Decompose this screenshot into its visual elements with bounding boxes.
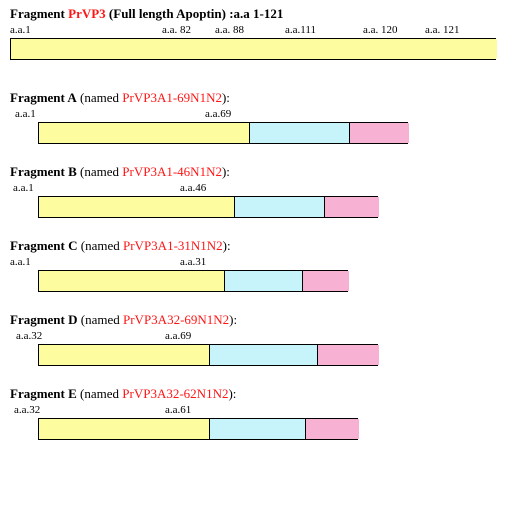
- title-full-bold: Fragment: [10, 6, 68, 21]
- tick-label: a.a.61: [165, 404, 191, 416]
- bar-segment: [39, 271, 224, 291]
- segment-divider: [305, 419, 306, 439]
- fragment-a: Fragment A (named PrVP3A1-69N1N2): a.a.1…: [10, 90, 502, 144]
- bar-segment: [39, 123, 249, 143]
- bar-segment: [349, 123, 409, 143]
- title-c-mid: (named: [78, 238, 123, 253]
- bar-segment: [317, 345, 379, 365]
- bar-b: [38, 196, 378, 218]
- title-d-bold: Fragment D: [10, 312, 78, 327]
- bar-segment: [234, 197, 324, 217]
- bar-segment: [39, 419, 209, 439]
- title-a-red: PrVP3A1-69N1N2: [122, 90, 222, 105]
- ticks-c: a.a.1 a.a.31: [10, 256, 502, 270]
- title-d: Fragment D (named PrVP3A32-69N1N2):: [10, 312, 502, 328]
- ticks-d: a.a.32 a.a.69: [10, 330, 502, 344]
- tick-label: a.a.32: [16, 330, 42, 342]
- tick-label: a.a.1: [15, 108, 36, 120]
- title-b: Fragment B (named PrVP3A1-46N1N2):: [10, 164, 502, 180]
- title-c: Fragment C (named PrVP3A1-31N1N2):: [10, 238, 502, 254]
- ticks-a: a.a.1 a.a.69: [10, 108, 502, 122]
- tick-label: a.a.31: [180, 256, 206, 268]
- segment-divider: [249, 123, 250, 143]
- bar-segment: [39, 197, 234, 217]
- segment-divider: [209, 419, 210, 439]
- segment-divider: [234, 197, 235, 217]
- segment-divider: [224, 271, 225, 291]
- title-e-tail: ):: [228, 386, 236, 401]
- title-full-red: PrVP3: [68, 6, 106, 21]
- bar-full: [10, 38, 496, 60]
- tick-label: a.a. 121: [425, 24, 460, 36]
- bar-d: [38, 344, 378, 366]
- title-e-mid: (named: [77, 386, 122, 401]
- tick-label: a.a.111: [285, 24, 316, 36]
- bar-segment: [209, 345, 317, 365]
- title-c-tail: ):: [223, 238, 231, 253]
- page: Fragment PrVP3 (Full length Apoptin) :a.…: [0, 0, 512, 523]
- title-full: Fragment PrVP3 (Full length Apoptin) :a.…: [10, 6, 502, 22]
- fragment-e: Fragment E (named PrVP3A32-62N1N2): a.a.…: [10, 386, 502, 440]
- tick-label: a.a.1: [13, 182, 34, 194]
- ticks-full: a.a.1 a.a. 82 a.a. 88 a.a.111 a.a. 120 a.a. 1…: [10, 24, 502, 38]
- fragment-b: Fragment B (named PrVP3A1-46N1N2): a.a.1…: [10, 164, 502, 218]
- bar-e: [38, 418, 358, 440]
- title-b-bold: Fragment B: [10, 164, 77, 179]
- title-d-red: PrVP3A32-69N1N2: [123, 312, 229, 327]
- title-d-mid: (named: [78, 312, 123, 327]
- title-e-bold: Fragment E: [10, 386, 77, 401]
- tick-label: a.a.1: [10, 256, 31, 268]
- title-a-tail: ):: [222, 90, 230, 105]
- tick-label: a.a.69: [205, 108, 231, 120]
- tick-label: a.a.32: [14, 404, 40, 416]
- tick-label: a.a.46: [180, 182, 206, 194]
- title-a-mid: (named: [77, 90, 122, 105]
- title-b-mid: (named: [77, 164, 122, 179]
- tick-label: a.a.1: [10, 24, 31, 36]
- title-e: Fragment E (named PrVP3A32-62N1N2):: [10, 386, 502, 402]
- title-e-red: PrVP3A32-62N1N2: [122, 386, 228, 401]
- bar-segment: [249, 123, 349, 143]
- title-b-red: PrVP3A1-46N1N2: [122, 164, 222, 179]
- ticks-b: a.a.1 a.a.46: [10, 182, 502, 196]
- title-a: Fragment A (named PrVP3A1-69N1N2):: [10, 90, 502, 106]
- bar-segment: [305, 419, 359, 439]
- bar-a: [38, 122, 408, 144]
- title-c-red: PrVP3A1-31N1N2: [123, 238, 223, 253]
- segment-divider: [349, 123, 350, 143]
- bar-segment: [224, 271, 302, 291]
- fragment-full: Fragment PrVP3 (Full length Apoptin) :a.…: [10, 6, 502, 60]
- tick-label: a.a. 120: [363, 24, 398, 36]
- title-a-bold: Fragment A: [10, 90, 77, 105]
- tick-label: a.a. 88: [215, 24, 244, 36]
- title-d-tail: ):: [229, 312, 237, 327]
- tick-label: a.a.69: [165, 330, 191, 342]
- bar-segment: [209, 419, 305, 439]
- segment-divider: [324, 197, 325, 217]
- bar-segment: [302, 271, 349, 291]
- bar-c: [38, 270, 348, 292]
- title-b-tail: ):: [222, 164, 230, 179]
- bar-segment: [11, 39, 497, 59]
- ticks-e: a.a.32 a.a.61: [10, 404, 502, 418]
- title-c-bold: Fragment C: [10, 238, 78, 253]
- title-full-tail: (Full length Apoptin) :a.a 1-121: [106, 6, 284, 21]
- bar-segment: [324, 197, 379, 217]
- fragment-d: Fragment D (named PrVP3A32-69N1N2): a.a.…: [10, 312, 502, 366]
- segment-divider: [317, 345, 318, 365]
- segment-divider: [302, 271, 303, 291]
- tick-label: a.a. 82: [162, 24, 191, 36]
- fragment-c: Fragment C (named PrVP3A1-31N1N2): a.a.1…: [10, 238, 502, 292]
- segment-divider: [209, 345, 210, 365]
- bar-segment: [39, 345, 209, 365]
